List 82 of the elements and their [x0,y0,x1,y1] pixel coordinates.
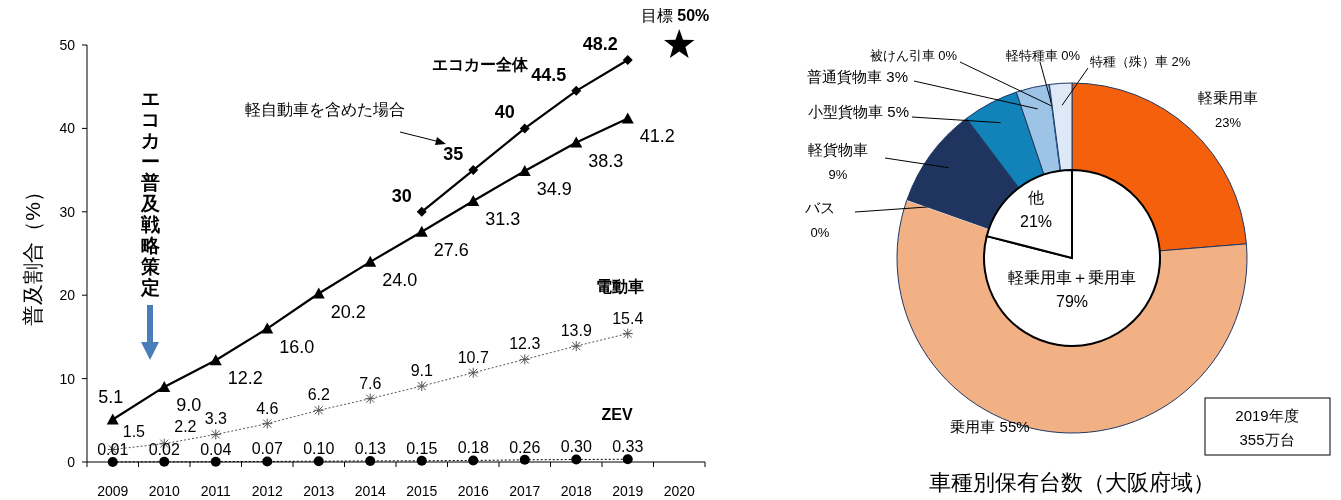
data-label: 41.2 [639,126,675,147]
data-label: 9.0 [176,394,202,415]
data-label: 48.2 [582,34,618,55]
y-axis-title: 普及割合（%） [21,181,44,326]
data-label: 0.02 [148,440,180,458]
series-label: 目標 [641,7,674,24]
text: エコカー普及戦略策定 [140,88,160,298]
x-tick-label: 2020 [663,483,696,499]
x-tick-label: 2015 [406,483,438,499]
x-tick-label: 2013 [303,483,335,499]
y-tick-label: 0 [67,454,76,470]
y-tick-label: 10 [59,370,76,387]
slice-label: 乗用車 55% [950,418,1030,435]
y-tick-label: 40 [59,120,76,137]
slice-label: 他 [1028,189,1044,206]
data-label: 0.33 [612,438,644,456]
legend-label: バス [804,199,835,216]
text: 車種別保有台数（大阪府域） [929,470,1215,495]
category-label: 被けん引車 0% [869,48,957,63]
x-tick-label: 2011 [200,483,232,499]
series-label: ZEV [601,406,633,423]
data-label: 79% [1055,293,1089,310]
x-tick-label: 2010 [148,483,181,499]
y-tick-label: 20 [59,287,76,304]
data-label: 0.26 [509,438,541,456]
data-label: 1.5 [122,423,146,441]
data-label: 13.9 [560,322,592,340]
data-label: 10.7 [457,348,489,366]
text: 0% [810,225,830,240]
data-label: 0.15 [406,439,438,457]
category-label: 軽特種車 0% [1005,48,1080,63]
data-label: 30 [391,185,412,206]
data-label: 0.13 [354,439,386,457]
data-label: 12.2 [227,368,263,389]
data-label: 5.1 [98,387,124,408]
data-label: 0.10 [303,440,335,458]
data-label: 15.4 [612,309,644,327]
data-label: 40 [494,102,515,123]
data-label: 31.3 [485,208,521,229]
slice-label: 特種（殊）車 2% [1090,54,1191,69]
slice-label: 軽乗用車 [1198,89,1258,106]
y-tick-label: 30 [59,203,76,220]
data-label: 44.5 [531,64,567,85]
x-tick-label: 2014 [354,483,387,499]
text: 電動車 [596,278,644,295]
x-tick-label: 2018 [560,483,593,499]
data-label: 3.3 [204,410,227,428]
data-label: 12.3 [509,335,541,353]
data-label: 0.07 [251,440,283,458]
x-tick-label: 2016 [457,483,490,499]
data-label: 34.9 [536,178,572,199]
data-label: 23% [1214,115,1242,130]
slice-label: 小型貨物車 5% [808,103,909,120]
data-label: 16.0 [279,336,315,357]
x-tick-label: 2009 [97,483,129,499]
annotation: エコカー全体 [432,56,529,73]
x-tick-label: 2012 [251,483,284,499]
data-label: 2.2 [174,417,197,435]
x-tick-label: 2017 [509,483,541,499]
x-tick-label: 2019 [612,483,644,499]
data-label: 38.3 [588,150,624,171]
data-label: 0.30 [560,438,592,456]
data-label: 50% [677,7,710,24]
data-label: 27.6 [433,239,469,260]
data-label: 4.6 [256,399,279,417]
data-label: 24.0 [382,269,418,290]
text: 軽自動車を含めた場合 [245,101,405,118]
data-label: 20.2 [330,301,366,322]
data-label: 0.04 [200,440,232,458]
data-label: 9.1 [410,362,433,380]
slice-label: 軽乗用車＋乗用車 [1008,269,1136,286]
data-label: 21% [1019,213,1053,230]
slice-label: 普通貨物車 3% [807,68,908,85]
text: 2019年度 355万台 [1235,407,1299,448]
data-label: 0.01 [97,440,129,458]
y-tick-label: 50 [59,37,76,53]
data-label: 0.18 [457,439,489,457]
data-label: 35 [443,144,464,165]
data-label: 9% [828,167,848,182]
data-label: 7.6 [359,374,382,392]
slice-label: 軽貨物車 [808,141,868,158]
data-label: 6.2 [307,386,330,404]
